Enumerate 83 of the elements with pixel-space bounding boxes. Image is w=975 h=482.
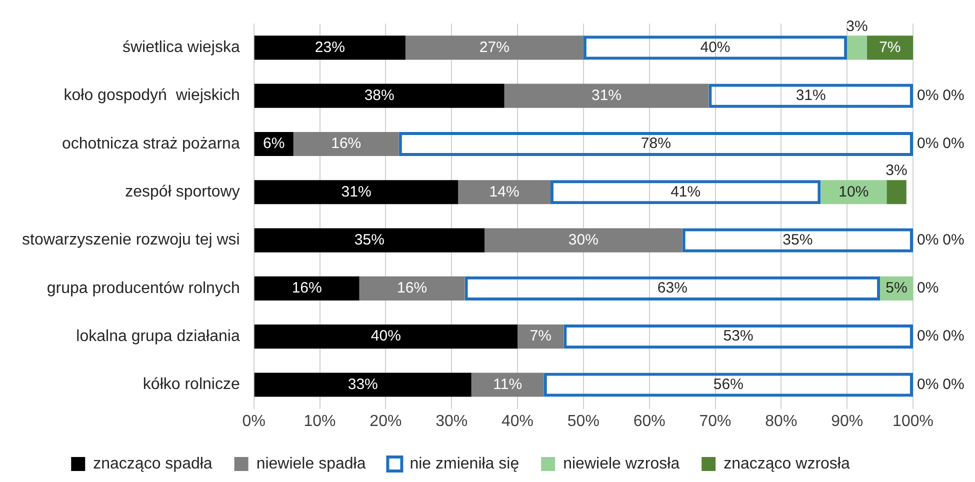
y-tick-label: koło gospodyń wiejskich xyxy=(64,87,240,104)
x-tick-label: 0% xyxy=(242,412,266,430)
data-label: 40% xyxy=(370,328,401,345)
bar xyxy=(254,180,458,204)
data-label: 0% xyxy=(942,86,964,104)
legend-label: nie zmieniła się xyxy=(410,455,520,472)
bar xyxy=(359,276,465,300)
bar xyxy=(405,36,584,60)
bar xyxy=(866,36,913,60)
data-label: 0% xyxy=(917,280,939,297)
data-label: 3% xyxy=(846,18,868,35)
data-label: 0% xyxy=(917,135,939,152)
data-label: 35% xyxy=(354,231,384,248)
data-label: 0% xyxy=(942,376,964,393)
data-label: 16% xyxy=(397,280,428,297)
y-tick-label: grupa producentów rolnych xyxy=(46,280,240,297)
data-label: 5% xyxy=(886,280,908,297)
data-label: 78% xyxy=(640,135,671,152)
data-label: 0% xyxy=(942,328,964,345)
data-label: 7% xyxy=(879,38,901,56)
x-tick-label: 20% xyxy=(370,412,402,430)
legend-label: niewiele spadła xyxy=(256,455,366,472)
x-tick-label: 10% xyxy=(304,412,336,430)
bar xyxy=(518,324,564,349)
data-label: 0% xyxy=(942,231,964,248)
data-label: 16% xyxy=(292,280,322,297)
data-label: 30% xyxy=(568,231,598,248)
data-label: 0% xyxy=(917,376,939,393)
data-label: 31% xyxy=(341,183,372,200)
data-label: 33% xyxy=(348,376,378,393)
x-tick-label: 70% xyxy=(699,412,732,430)
bar xyxy=(254,84,504,108)
data-label: 0% xyxy=(917,328,939,345)
bar xyxy=(847,36,867,60)
data-label: 31% xyxy=(796,86,826,104)
data-label: 3% xyxy=(886,162,908,180)
data-label: 56% xyxy=(713,376,744,393)
x-tick-label: 50% xyxy=(567,412,600,430)
y-tick-label: zespół sportowy xyxy=(125,184,240,201)
data-label: 0% xyxy=(942,135,964,152)
data-label: 31% xyxy=(591,86,622,104)
bar xyxy=(471,372,544,397)
bar xyxy=(254,276,360,300)
data-label: 40% xyxy=(700,38,730,56)
data-label: 6% xyxy=(263,135,285,152)
y-tick-label: świetlica wiejska xyxy=(122,39,240,56)
bar xyxy=(254,372,472,397)
data-label: 7% xyxy=(530,328,552,345)
y-tick-label: lokalna grupa działania xyxy=(76,328,240,345)
legend-label: znacząco wzrosła xyxy=(724,455,850,472)
y-tick-label: stowarzyszenie rozwoju tej wsi xyxy=(22,232,240,249)
y-tick-label: ochotnicza straż pożarna xyxy=(62,135,240,152)
data-label: 11% xyxy=(493,376,522,393)
data-label: 23% xyxy=(314,38,345,56)
x-tick-label: 80% xyxy=(765,412,798,430)
bar xyxy=(820,180,887,204)
bar xyxy=(458,180,550,204)
x-tick-label: 60% xyxy=(633,412,666,430)
data-label: 35% xyxy=(782,231,813,248)
data-label: 63% xyxy=(657,280,688,297)
data-label: 16% xyxy=(331,135,362,152)
bar xyxy=(484,228,682,252)
data-label: 41% xyxy=(670,183,701,200)
data-label: 53% xyxy=(723,328,754,345)
x-tick-label: 90% xyxy=(831,412,864,430)
x-tick-label: 40% xyxy=(501,412,534,430)
x-tick-label: 30% xyxy=(436,412,468,430)
data-label: 38% xyxy=(364,86,394,104)
bar xyxy=(293,132,399,156)
legend-label: niewiele wzrosła xyxy=(563,455,680,472)
bar xyxy=(504,84,709,108)
y-tick-label: kółko rolnicze xyxy=(142,376,240,394)
data-label: 0% xyxy=(917,86,939,104)
data-label: 14% xyxy=(489,183,520,200)
bar xyxy=(254,324,518,349)
bar xyxy=(254,228,485,252)
data-label: 0% xyxy=(917,231,939,248)
data-label: 10% xyxy=(838,183,869,200)
bar xyxy=(886,180,906,204)
x-tick-label: 100% xyxy=(892,412,934,430)
legend-label: znacząco spadła xyxy=(93,455,212,472)
bar xyxy=(254,36,406,60)
data-label: 27% xyxy=(479,38,510,56)
